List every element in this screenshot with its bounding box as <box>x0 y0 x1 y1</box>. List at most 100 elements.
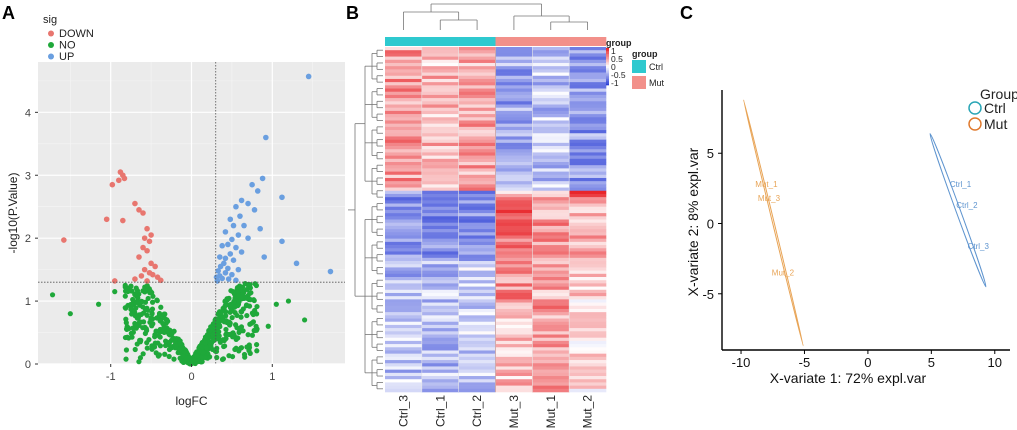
volcano-point-no <box>229 315 235 321</box>
heatmap-cell <box>569 261 607 265</box>
heatmap-cell <box>458 88 496 93</box>
heatmap-cell <box>458 280 496 284</box>
heatmap-cell <box>458 200 496 204</box>
volcano-point-no <box>239 287 245 293</box>
volcano-point-no <box>123 347 130 353</box>
heatmap-cell <box>421 142 459 147</box>
volcano-point-up <box>225 276 232 282</box>
heatmap-cell <box>495 280 533 284</box>
volcano-point-no <box>180 344 186 351</box>
volcano-point-down <box>61 237 67 243</box>
heatmap-cell <box>532 120 570 124</box>
heatmap-cell <box>569 88 607 93</box>
group-bar-cell <box>569 37 607 46</box>
heatmap-cell <box>495 353 533 358</box>
volcano-point-no <box>233 345 239 351</box>
heatmap-cell <box>458 94 496 99</box>
heatmap-cell <box>532 133 570 137</box>
volcano-point-no <box>232 322 239 328</box>
scale-step <box>606 77 609 80</box>
volcano-point-up <box>227 216 234 223</box>
volcano-point-no <box>149 346 155 352</box>
heatmap-cell <box>458 299 496 303</box>
heatmap-cell <box>495 114 533 118</box>
heatmap-cell <box>569 133 607 137</box>
heatmap-cell <box>458 56 496 61</box>
heatmap-cell <box>532 59 570 64</box>
heatmap-cell <box>532 344 570 348</box>
heatmap-cell <box>385 206 423 211</box>
volcano-point-no <box>134 288 141 294</box>
heatmap-cell <box>495 206 533 211</box>
heatmap-cell <box>569 104 607 108</box>
x-tick-label: 10 <box>988 355 1002 370</box>
heatmap-cell <box>532 305 570 310</box>
heatmap-cell <box>458 155 496 160</box>
heatmap-cell <box>495 229 533 233</box>
volcano-point-no <box>212 348 218 354</box>
heatmap-cell <box>569 146 607 150</box>
volcano-point-down <box>144 247 150 254</box>
heatmap-cell <box>532 177 570 182</box>
scale-step <box>606 75 609 78</box>
heatmap-cell <box>569 321 607 326</box>
heatmap-cell <box>385 264 423 268</box>
heatmap-cell <box>495 318 533 323</box>
scale-step <box>606 49 609 52</box>
heatmap-cell <box>532 56 570 61</box>
heatmap-cell <box>532 363 570 367</box>
volcano-point-down <box>141 266 148 273</box>
volcano-point-up <box>257 225 263 232</box>
volcano-point-up <box>233 277 239 284</box>
x-tick-label: -10 <box>732 355 751 370</box>
volcano-point-no <box>285 298 292 304</box>
heatmap-cell <box>569 200 607 204</box>
legend-title: sig <box>43 14 57 26</box>
scale-step <box>606 74 609 77</box>
heatmap-cell <box>532 328 570 332</box>
heatmap-cell <box>569 283 607 287</box>
heatmap-cell <box>495 245 533 249</box>
volcano-point-up <box>235 232 242 238</box>
heatmap-cell <box>532 222 570 227</box>
heatmap-cell <box>569 286 607 291</box>
heatmap-cell <box>569 50 607 54</box>
scale-step <box>606 58 609 61</box>
volcano-point-no <box>122 293 128 299</box>
heatmap-cell <box>421 66 459 70</box>
volcano-point-up <box>245 235 251 241</box>
heatmap-cell <box>385 82 423 86</box>
heatmap-cell <box>569 245 607 249</box>
heatmap-cell <box>421 117 459 121</box>
heatmap-cell <box>495 312 533 316</box>
volcano-point-no <box>128 301 134 308</box>
heatmap-cell <box>421 225 459 230</box>
heatmap-cell <box>458 98 496 102</box>
heatmap-cell <box>458 203 496 208</box>
heatmap-cell <box>385 261 423 265</box>
volcano-point-no <box>159 328 165 335</box>
volcano-point-up <box>219 275 225 282</box>
heatmap-cell <box>495 369 533 374</box>
heatmap-cell <box>385 376 423 380</box>
volcano-point-no <box>142 330 148 337</box>
heatmap-cell <box>569 225 607 230</box>
heatmap-cell <box>458 324 496 329</box>
volcano-point-no <box>95 301 102 307</box>
volcano-point-no <box>222 298 228 304</box>
heatmap-cell <box>421 53 459 57</box>
heatmap-cell <box>385 53 423 57</box>
legend-label: NO <box>59 40 76 52</box>
heatmap-cell <box>532 225 570 230</box>
volcano-point-down <box>146 238 153 245</box>
heatmap-cell <box>569 216 607 220</box>
heatmap-cell <box>532 206 570 211</box>
heatmap-cell <box>532 181 570 185</box>
heatmap-cell <box>458 261 496 265</box>
heatmap-cell <box>532 104 570 108</box>
heatmap-cell <box>569 254 607 259</box>
heatmap-cell <box>569 379 607 383</box>
heatmap-cell <box>569 312 607 316</box>
heatmap-cell <box>495 385 533 390</box>
volcano-point-no <box>244 312 250 319</box>
